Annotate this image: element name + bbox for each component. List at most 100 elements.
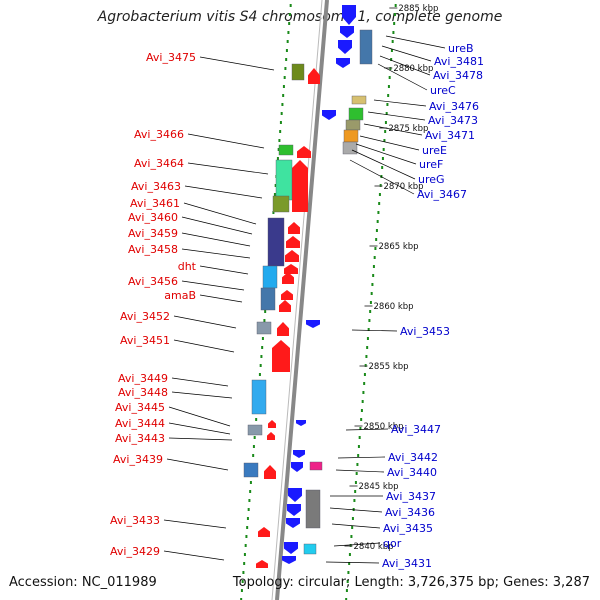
tick-track-left [245, 535, 248, 538]
forward-gene-box [256, 321, 272, 335]
forward-gene-box [278, 144, 294, 156]
forward-gene-arrow [286, 236, 300, 248]
feature-layer [243, 5, 373, 568]
tick-track-left [240, 598, 243, 600]
forward-gene-box [267, 217, 285, 267]
forward-link-line [181, 280, 245, 291]
reverse-link-line [363, 123, 423, 136]
reverse-gene-box [309, 461, 323, 471]
forward-link-line [171, 391, 233, 399]
tick-track-right [353, 499, 356, 502]
forward-link-line [181, 232, 251, 247]
tick-track-right [348, 562, 351, 565]
tick-track-left [279, 121, 282, 124]
forward-gene-label: Avi_3458 [128, 243, 178, 256]
forward-gene-label: dht [178, 260, 197, 273]
forward-gene-arrow [285, 250, 299, 262]
forward-gene-arrow [297, 146, 311, 158]
forward-link-line [166, 458, 229, 471]
tick-track-left [244, 544, 247, 547]
reverse-gene-arrow [306, 320, 320, 328]
forward-link-line [187, 133, 265, 149]
reverse-gene-label: Avi_3437 [386, 490, 436, 503]
tick-track-left [241, 580, 244, 583]
forward-link-line [199, 56, 275, 71]
tick-track-left [258, 373, 261, 376]
forward-link-line [199, 265, 249, 275]
tick-track-right [358, 436, 361, 439]
forward-gene-box [251, 379, 267, 415]
reverse-gene-box [345, 119, 361, 131]
tick-track-right [373, 256, 376, 259]
forward-gene-label: Avi_3449 [118, 372, 168, 385]
forward-gene-arrow [258, 527, 270, 537]
tick-track-left [261, 346, 264, 349]
forward-link-line [168, 422, 231, 435]
reverse-gene-label: ureC [430, 84, 456, 97]
tick-track-right [394, 4, 397, 7]
tick-track-left [285, 58, 288, 61]
genome-stats-text: Topology: circular; Length: 3,726,375 bp… [232, 575, 590, 590]
tick-track-right [346, 580, 349, 583]
forward-gene-label: Avi_3459 [128, 227, 178, 240]
tick-track-left [272, 211, 275, 214]
reverse-gene-label: ureB [448, 42, 474, 55]
reverse-gene-box [343, 129, 359, 143]
scale-label: 2885 kbp [398, 4, 438, 14]
forward-gene-label: Avi_3463 [131, 180, 181, 193]
tick-track-right [345, 589, 348, 592]
reverse-link-line [337, 456, 386, 459]
tick-track-right [354, 481, 357, 484]
tick-track-left [260, 355, 263, 358]
forward-gene-box [272, 195, 290, 213]
reverse-gene-label: ureF [419, 158, 443, 171]
reverse-link-line [377, 63, 428, 91]
reverse-gene-label: Avi_3471 [425, 129, 475, 142]
forward-gene-label: Avi_3448 [118, 386, 168, 399]
tick-track-left [281, 103, 284, 106]
tick-track-left [277, 148, 280, 151]
forward-gene-label: Avi_3456 [128, 275, 178, 288]
reverse-link-line [333, 542, 381, 547]
scale-label: 2860 kbp [374, 302, 414, 312]
tick-track-right [378, 202, 381, 205]
reverse-gene-arrow [291, 462, 303, 472]
reverse-gene-label: Avi_3467 [417, 188, 467, 201]
forward-link-line [183, 202, 257, 225]
tick-track-right [385, 112, 388, 115]
reverse-link-line [345, 428, 389, 431]
label-layer: Avi_3475 Avi_3466 Avi_3464 Avi_3463 Avi_3461… [110, 42, 484, 570]
scale-label: 2865 kbp [379, 242, 419, 252]
forward-link-line [168, 406, 231, 427]
link-layer [163, 35, 446, 564]
forward-gene-label: Avi_3464 [134, 157, 184, 170]
reverse-gene-label: Avi_3431 [382, 557, 432, 570]
tick-track-left [252, 454, 255, 457]
forward-link-line [199, 294, 243, 303]
tick-track-right [369, 301, 372, 304]
tick-track-right [381, 157, 384, 160]
backbone-line [275, 0, 329, 600]
tick-track-right [392, 31, 395, 34]
map-title: Agrobacterium vitis S4 chromosome 1, com… [97, 9, 503, 25]
tick-track-right [356, 463, 359, 466]
scale-label: 2850 kbp [364, 422, 404, 432]
tick-track-right [391, 40, 394, 43]
tick-track-right [362, 391, 365, 394]
forward-gene-label: Avi_3452 [120, 310, 170, 323]
tick-track-right [387, 94, 390, 97]
reverse-gene-arrow [282, 556, 296, 564]
tick-track-left [280, 112, 283, 115]
reverse-gene-arrow [336, 58, 350, 68]
tick-track-right [347, 571, 350, 574]
tick-track-right [387, 85, 390, 88]
forward-gene-arrow [282, 272, 294, 284]
reverse-gene-arrow [287, 504, 301, 516]
reverse-link-line [359, 135, 420, 151]
tick-track-right [374, 247, 377, 250]
reverse-gene-label: ureE [422, 144, 447, 157]
reverse-link-line [379, 55, 431, 76]
tick-track-right [384, 130, 387, 133]
reverse-gene-label: Avi_3473 [428, 114, 478, 127]
